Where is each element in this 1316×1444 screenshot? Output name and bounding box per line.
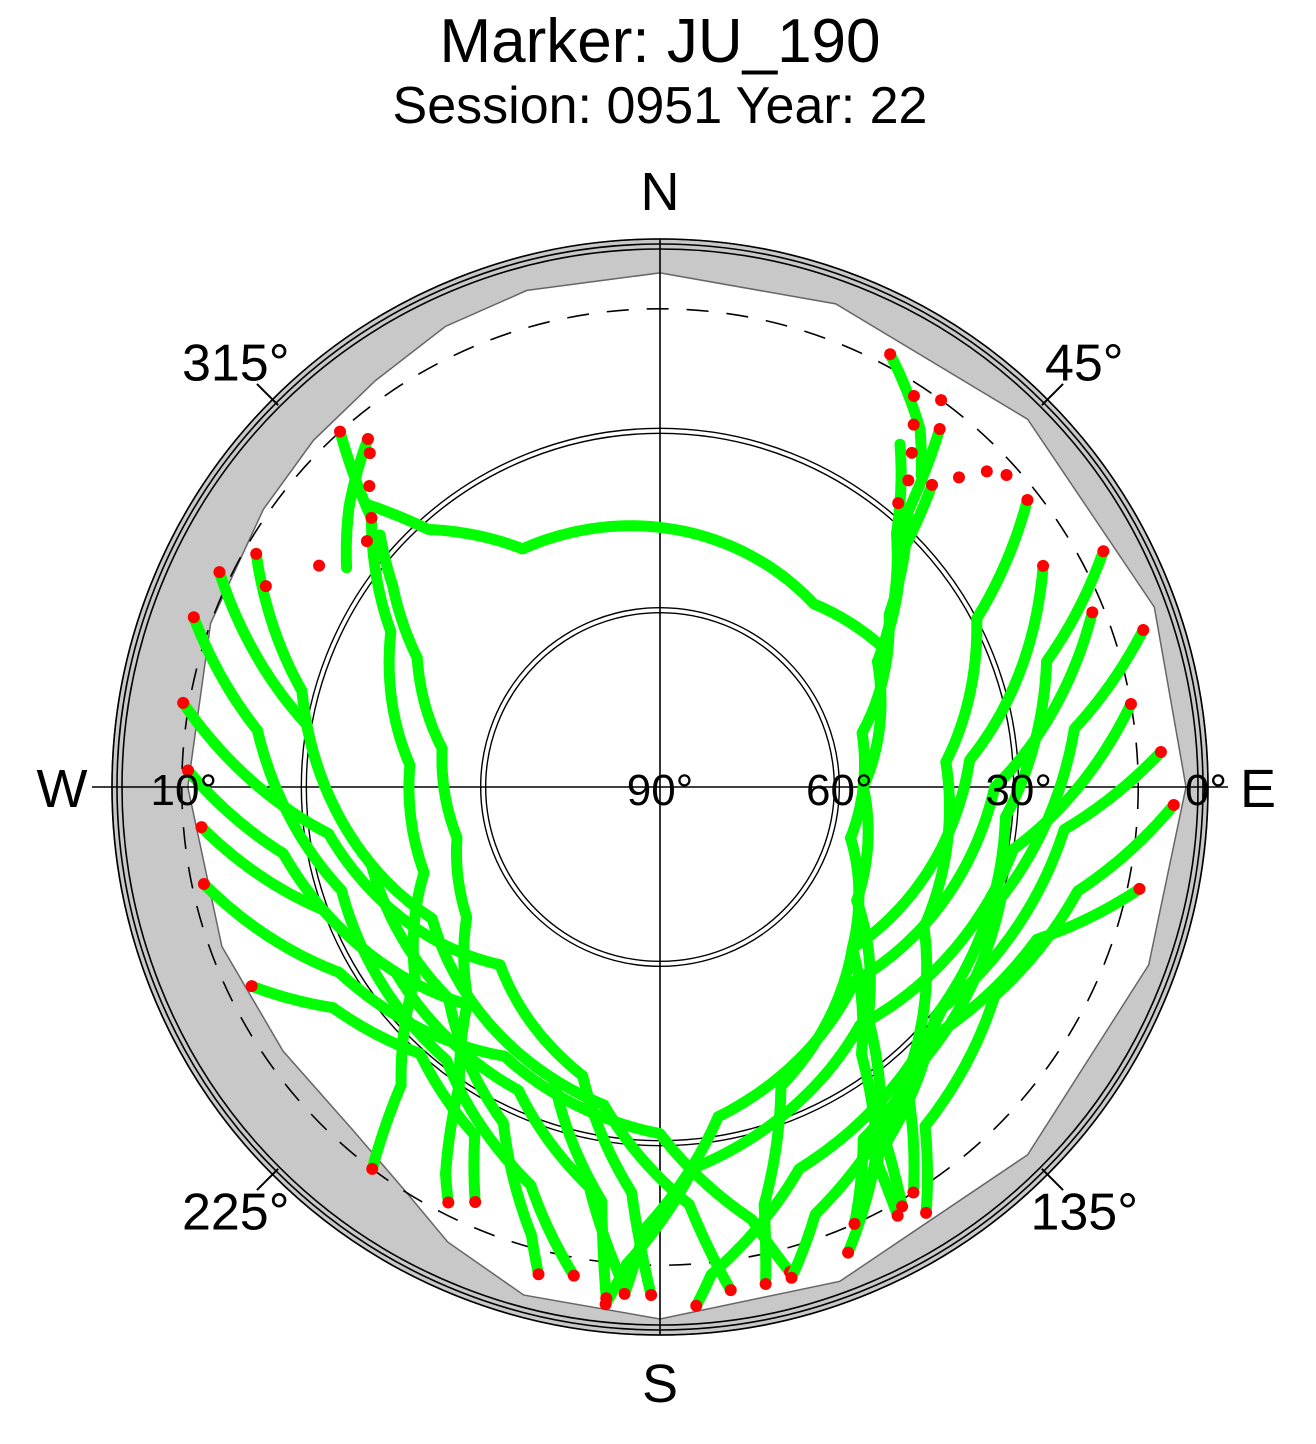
flag-point-22-0 [884, 348, 897, 361]
track-13 [600, 698, 1137, 1310]
flag-point-19-0 [1133, 882, 1146, 895]
flag-point-2-1 [366, 1162, 379, 1175]
flag-point-14-0 [1086, 606, 1099, 619]
cardinal-west: W [37, 759, 88, 819]
elevation-label-0: 0° [1185, 766, 1227, 815]
flag-point-19-1 [848, 1217, 861, 1230]
track-15 [758, 560, 1049, 1290]
flag-point-3-1 [896, 1200, 909, 1213]
flag-point-6-0 [182, 764, 195, 777]
flag-point-20-0 [1167, 798, 1180, 811]
flag-cluster-1-4 [313, 559, 326, 572]
chart-title: Marker: JU_190 [439, 7, 880, 76]
flag-point-11-1 [785, 1271, 798, 1284]
elevation-label-90: 90° [627, 766, 694, 815]
track-17 [177, 697, 657, 1301]
flag-cluster-1-5 [259, 580, 272, 593]
cardinal-north: N [641, 162, 680, 222]
track-19 [849, 883, 1145, 1230]
track-0 [374, 529, 474, 1208]
flag-point-13-0 [1124, 697, 1137, 710]
track-22 [884, 348, 927, 482]
axis-labels: N S W E 45° 135° 225° 315° 90° 60° 30° 0° 10° [37, 162, 1277, 1414]
flag-cluster-1-2 [365, 511, 378, 524]
cardinal-east: E [1240, 759, 1276, 819]
flag-cluster-0-0 [907, 389, 920, 402]
track-12 [690, 746, 1167, 1312]
flag-point-18-1 [469, 1196, 482, 1209]
flag-cluster-1-0 [363, 447, 376, 460]
track-21 [362, 479, 938, 654]
azimuth-tick-225 [256, 1168, 279, 1191]
flag-point-16-1 [600, 1292, 613, 1305]
flag-point-4-0 [250, 547, 263, 560]
azimuth-label-315: 315° [182, 335, 290, 393]
flag-point-4-1 [532, 1268, 545, 1281]
flag-point-18-0 [245, 980, 258, 993]
elevation-label-10: 10° [151, 766, 218, 815]
flag-point-8-0 [197, 877, 210, 890]
flag-cluster-0-1 [907, 418, 920, 431]
flag-cluster-0-4 [892, 497, 905, 510]
flag-cluster-1-1 [363, 479, 376, 492]
flag-point-17-0 [177, 696, 190, 709]
azimuth-tick-45 [1041, 383, 1064, 406]
track-23 [340, 433, 374, 574]
flag-point-2-0 [334, 425, 347, 438]
flag-point-1-0 [933, 422, 946, 435]
flag-point-14-1 [618, 1287, 631, 1300]
flag-point-17-1 [645, 1289, 658, 1302]
azimuth-label-45: 45° [1045, 335, 1124, 393]
azimuth-tick-135 [1041, 1168, 1064, 1191]
flag-cluster-0-9 [935, 394, 948, 407]
elevation-label-60: 60° [806, 766, 873, 815]
chart-subtitle: Session: 0951 Year: 22 [393, 77, 928, 135]
flag-point-5-1 [567, 1269, 580, 1282]
track-10 [842, 545, 1109, 1259]
track-20 [919, 799, 1180, 1219]
track-16 [213, 566, 612, 1304]
flag-cluster-0-7 [980, 465, 993, 478]
flag-point-10-1 [842, 1246, 855, 1259]
flag-cluster-0-8 [1000, 469, 1013, 482]
flag-point-15-1 [759, 1278, 772, 1291]
flag-point-23-0 [361, 432, 374, 445]
flag-point-20-1 [920, 1206, 933, 1219]
flag-point-5-0 [187, 611, 200, 624]
flag-point-7-1 [724, 1284, 737, 1297]
flag-cluster-0-2 [905, 446, 918, 459]
flag-point-15-0 [1037, 559, 1050, 572]
flag-cluster-0-6 [952, 471, 965, 484]
track-18 [246, 980, 481, 1208]
track-5 [188, 611, 580, 1282]
flag-point-9-1 [907, 1186, 920, 1199]
flag-point-1-1 [891, 1209, 904, 1222]
flag-point-12-0 [1154, 745, 1167, 758]
flag-point-0-1 [442, 1196, 455, 1209]
cardinal-south: S [642, 1354, 678, 1414]
azimuth-tick-315 [256, 383, 279, 406]
flag-cluster-0-3 [902, 474, 915, 487]
azimuth-label-225: 225° [182, 1183, 290, 1241]
flag-point-11-0 [1137, 623, 1150, 636]
azimuth-label-135: 135° [1030, 1183, 1138, 1241]
flag-cluster-1-3 [360, 535, 373, 548]
flag-point-16-0 [213, 566, 226, 579]
flag-point-7-0 [195, 821, 208, 834]
satellite-tracks [177, 348, 1180, 1312]
flag-point-10-0 [1097, 545, 1110, 558]
track-11 [786, 624, 1149, 1284]
flag-cluster-0-5 [925, 478, 938, 491]
flag-point-12-1 [690, 1299, 703, 1312]
elevation-label-30: 30° [985, 766, 1052, 815]
flag-point-9-0 [1021, 493, 1034, 506]
